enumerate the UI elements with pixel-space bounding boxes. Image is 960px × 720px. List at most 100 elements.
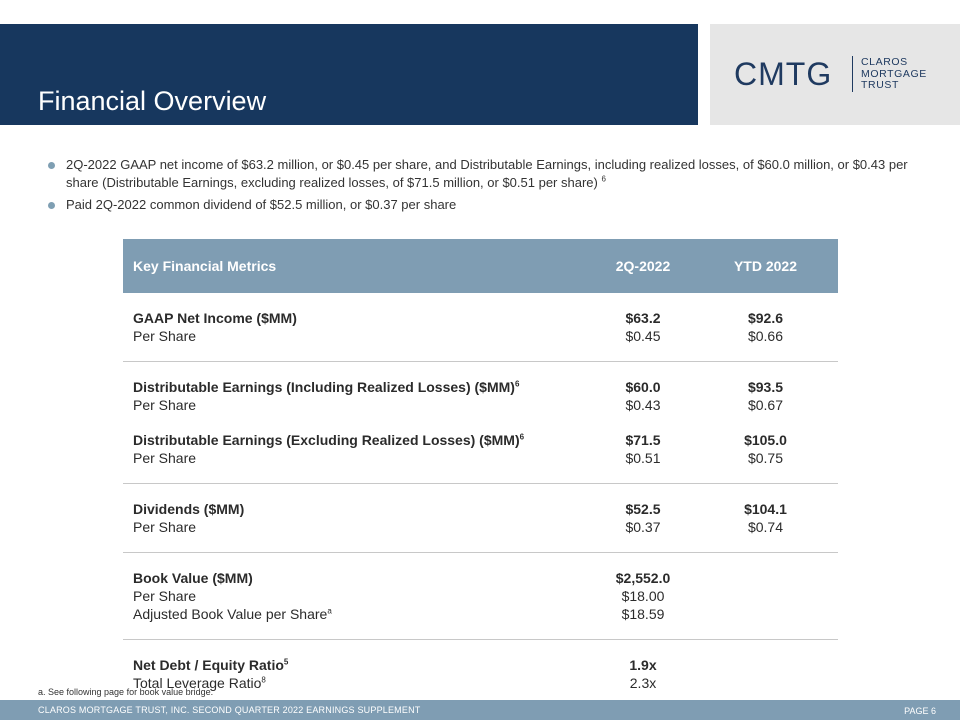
metric-label: Distributable Earnings (Including Realiz… [133,379,515,395]
ytd-value: $104.1 [744,501,787,517]
quarter-value: 1.9x [629,657,657,673]
quarter-value: $0.37 [625,519,661,535]
header-metrics: Key Financial Metrics [133,258,277,274]
bullet-text: Paid 2Q-2022 common dividend of $52.5 mi… [66,197,457,212]
quarter-value: $18.59 [621,606,665,622]
ytd-value: $93.5 [747,379,784,395]
quarter-value: $63.2 [625,310,661,326]
table-group: Book Value ($MM) $2,552.0 Per Share $18.00 A… [123,553,838,640]
table-row: Adjusted Book Value per Sharea $18.59 [123,605,838,623]
bullet-text: 2Q-2022 GAAP net income of $63.2 million… [66,157,908,190]
key-financial-metrics-table: Key Financial Metrics 2Q-2022 YTD 2022 G… [123,239,838,709]
metric-footnote-ref: a [327,606,332,616]
quarter-value: 2.3x [629,675,657,691]
table-row: Per Share $0.51 $0.75 [123,449,838,467]
metric-label: Per Share [133,328,197,344]
ytd-value: $0.66 [747,328,784,344]
quarter-value: $0.45 [625,328,661,344]
ytd-value: $105.0 [744,432,787,448]
page-number: PAGE 6 [904,706,936,716]
table-row: Per Share $0.37 $0.74 [123,518,838,536]
metric-label-cell: Book Value ($MM) [123,569,593,587]
bullet-dot-icon [48,202,55,209]
metric-label: GAAP Net Income ($MM) [133,310,297,326]
table-group: Dividends ($MM) $52.5 $104.1 Per Share $0.37… [123,484,838,553]
metric-label-cell: Per Share [123,449,593,467]
logo-word: MORTGAGE [861,67,927,80]
table-row: Net Debt / Equity Ratio5 1.9x [123,656,838,674]
metric-label-cell: Distributable Earnings (Excluding Realiz… [123,431,593,449]
title-banner [0,24,698,125]
ytd-value [693,674,838,692]
metric-footnote-ref: 6 [519,432,525,442]
footer-title: CLAROS MORTGAGE TRUST, INC. SECOND QUART… [38,705,421,715]
logo-word: CLAROS [861,56,908,68]
quarter-value: $18.00 [621,588,665,604]
quarter-value: $2,552.0 [615,570,671,586]
header-quarter: 2Q-2022 [615,258,671,274]
table-row: Total Leverage Ratio8 2.3x [123,674,838,692]
table-group: Distributable Earnings (Including Realiz… [123,362,838,484]
bullet-item: 2Q-2022 GAAP net income of $63.2 million… [48,156,928,192]
table-group: Net Debt / Equity Ratio5 1.9x Total Levera… [123,640,838,709]
metric-label: Net Debt / Equity Ratio [133,657,284,673]
ytd-value [693,605,838,623]
table-group: GAAP Net Income ($MM) $63.2 $92.6 Per Share… [123,293,838,362]
bullet-item: Paid 2Q-2022 common dividend of $52.5 mi… [48,196,928,214]
metric-label: Total Leverage Ratio [133,675,262,691]
ytd-value: $92.6 [747,310,784,326]
table-body: GAAP Net Income ($MM) $63.2 $92.6 Per Share… [123,293,838,709]
ytd-value [693,587,838,605]
table-row: Book Value ($MM) $2,552.0 [123,569,838,587]
quarter-value: $52.5 [625,501,661,517]
metric-label-cell: GAAP Net Income ($MM) [123,309,593,327]
header-ytd: YTD 2022 [733,258,798,274]
logo-word: TRUST [861,79,899,91]
quarter-value: $60.0 [625,379,661,395]
metric-label-cell: Total Leverage Ratio8 [123,674,593,692]
metric-label-cell: Per Share [123,396,593,414]
table-row: Dividends ($MM) $52.5 $104.1 [123,500,838,518]
metric-label-cell: Per Share [123,587,593,605]
bullet-dot-icon [48,162,55,169]
logo-mark: CMTG [734,56,833,92]
metric-footnote-ref: 8 [261,675,266,685]
metric-label-cell: Dividends ($MM) [123,500,593,518]
metric-label-cell: Distributable Earnings (Including Realiz… [123,378,593,396]
quarter-value: $0.51 [625,450,661,466]
metric-label: Adjusted Book Value per Share [133,606,328,622]
footnote: a. See following page for book value bri… [38,687,214,697]
metric-label: Per Share [133,588,197,604]
metric-footnote-ref: 5 [283,657,289,667]
table-row: GAAP Net Income ($MM) $63.2 $92.6 [123,309,838,327]
summary-bullets: 2Q-2022 GAAP net income of $63.2 million… [48,156,928,218]
logo-divider [852,56,853,92]
table-header: Key Financial Metrics 2Q-2022 YTD 2022 [123,239,838,293]
ytd-value: $0.75 [747,450,784,466]
table-row: Distributable Earnings (Including Realiz… [123,378,838,396]
table-row: Per Share $18.00 [123,587,838,605]
table-row: Per Share $0.45 $0.66 [123,327,838,345]
metric-label-cell: Net Debt / Equity Ratio5 [123,656,593,674]
logo-panel [710,24,960,125]
metric-label: Per Share [133,519,197,535]
metric-label-cell: Per Share [123,518,593,536]
quarter-value: $71.5 [625,432,661,448]
ytd-value: $0.74 [747,519,784,535]
table-row: Distributable Earnings (Excluding Realiz… [123,431,838,449]
ytd-value [693,569,838,587]
bullet-footnote-ref: 6 [601,174,606,184]
metric-footnote-ref: 6 [514,379,520,389]
metric-label: Book Value ($MM) [133,570,253,586]
page-title: Financial Overview [38,86,267,116]
logo-wordmark: CLAROS MORTGAGE TRUST [861,56,927,92]
metric-label: Distributable Earnings (Excluding Realiz… [133,432,520,448]
footer-bar: CLAROS MORTGAGE TRUST, INC. SECOND QUART… [0,700,960,720]
metric-label: Per Share [133,397,197,413]
row-spacer [123,414,838,431]
metric-label: Dividends ($MM) [133,501,245,517]
ytd-value [693,656,838,674]
metric-label-cell: Adjusted Book Value per Sharea [123,605,593,623]
table-row: Per Share $0.43 $0.67 [123,396,838,414]
quarter-value: $0.43 [625,397,661,413]
